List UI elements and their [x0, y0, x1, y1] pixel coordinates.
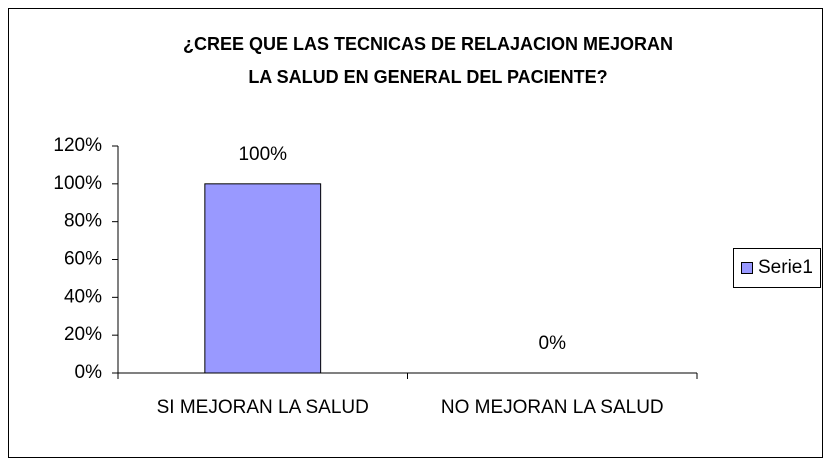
- data-label: 100%: [238, 144, 287, 165]
- chart-title: ¿CREE QUE LAS TECNICAS DE RELAJACION MEJ…: [183, 34, 673, 54]
- x-tick-label: SI MEJORAN LA SALUD: [157, 397, 369, 418]
- y-tick-label: 80%: [64, 211, 102, 232]
- chart-title: LA SALUD EN GENERAL DEL PACIENTE?: [248, 67, 607, 87]
- x-tick-label: NO MEJORAN LA SALUD: [441, 397, 664, 418]
- y-tick-label: 20%: [64, 324, 102, 345]
- legend-label: Serie1: [758, 257, 813, 278]
- data-label: 0%: [539, 333, 567, 354]
- bar: [204, 183, 322, 374]
- y-tick-label: 40%: [64, 286, 102, 307]
- y-tick-label: 0%: [75, 362, 103, 383]
- chart-frame: [8, 8, 823, 458]
- y-tick-label: 120%: [53, 135, 102, 156]
- y-tick-label: 100%: [53, 173, 102, 194]
- legend-swatch: [741, 262, 753, 274]
- y-tick-label: 60%: [64, 249, 102, 270]
